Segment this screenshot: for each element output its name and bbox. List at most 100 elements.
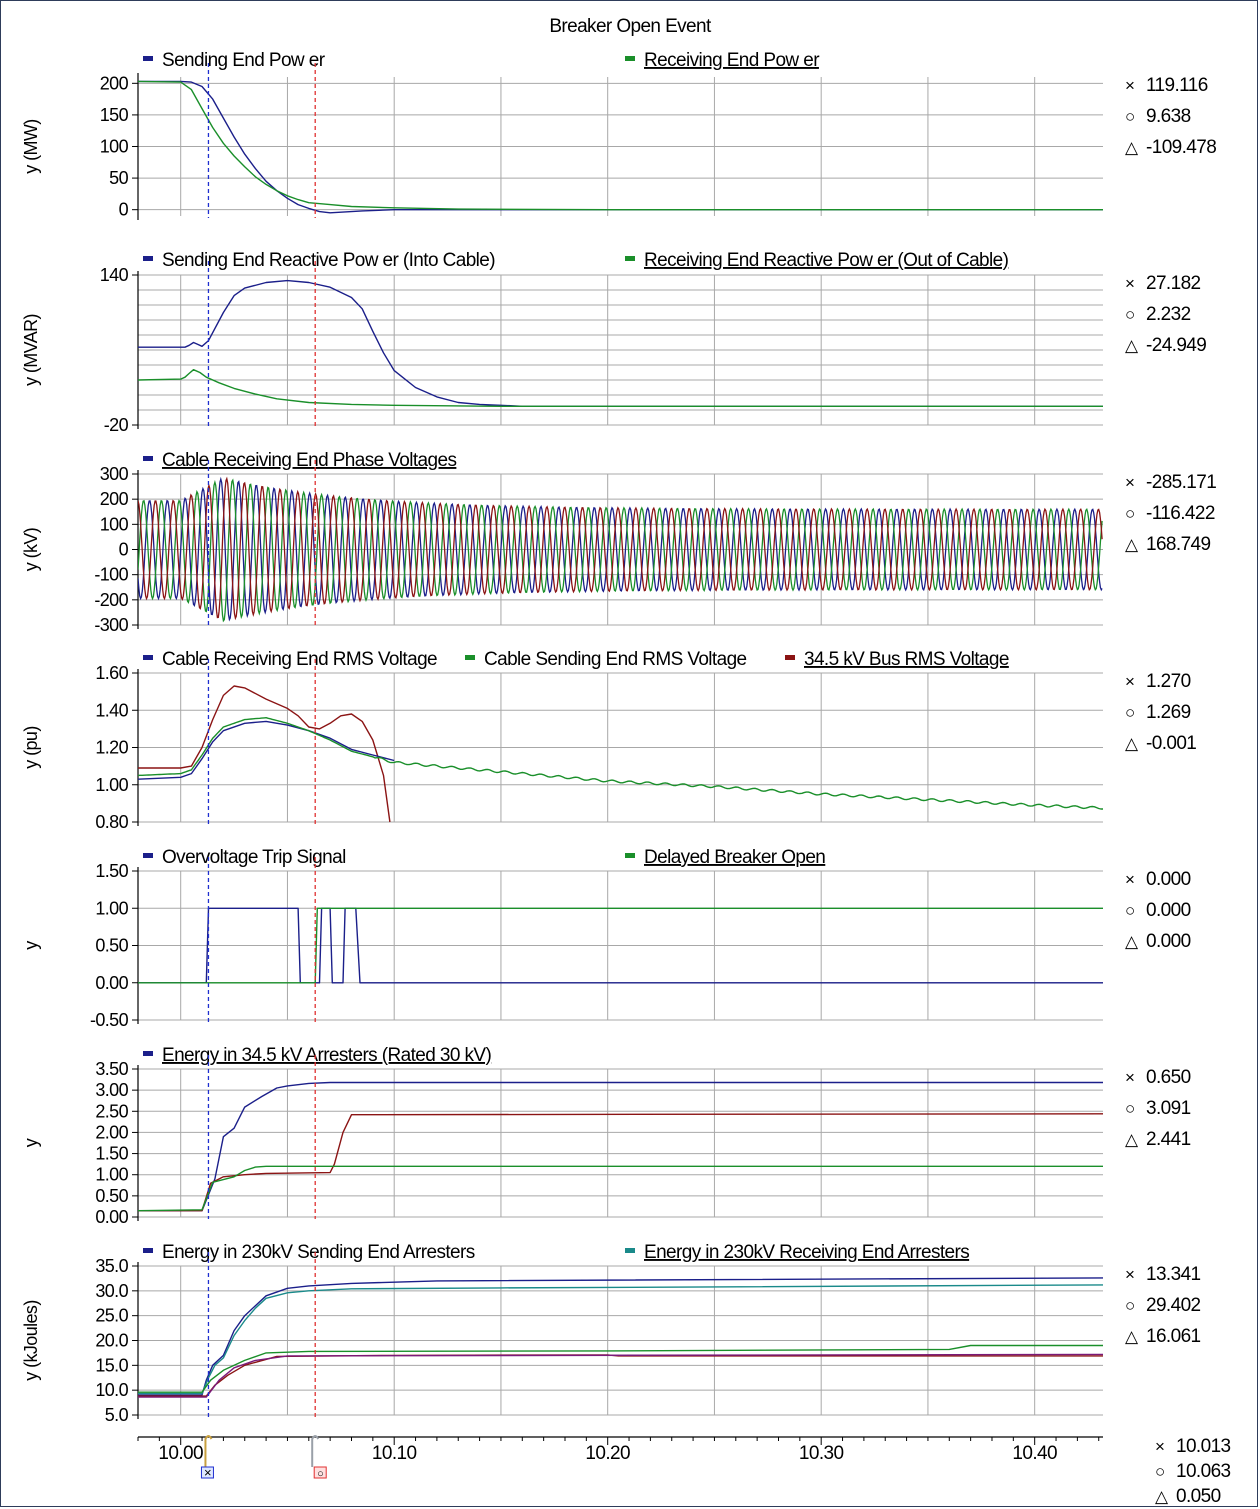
series-line bbox=[138, 1165, 1103, 1212]
legend-swatch bbox=[625, 1248, 635, 1253]
cursor-o-icon: ○ bbox=[1125, 305, 1135, 324]
delta-icon: △ bbox=[1125, 1130, 1139, 1149]
readout-value: -0.001 bbox=[1146, 733, 1196, 754]
legend-label: Cable Sending End RMS Voltage bbox=[484, 649, 747, 670]
y-tick-label: -20 bbox=[104, 415, 129, 435]
y-axis-label: y (kV) bbox=[21, 528, 41, 571]
legend-swatch bbox=[143, 853, 153, 858]
cursor-x-icon: × bbox=[1125, 870, 1134, 889]
y-tick-label: 2.50 bbox=[95, 1101, 128, 1121]
cursor-o-handle-icon: ○ bbox=[317, 1468, 323, 1480]
readout-value: 2.232 bbox=[1146, 304, 1191, 325]
series-line bbox=[138, 1081, 1103, 1212]
y-tick-label: 25.0 bbox=[95, 1306, 128, 1326]
panel-6: 0.000.501.001.502.002.503.003.50 y Energy … bbox=[21, 1045, 1191, 1227]
y-tick-label: 200 bbox=[100, 73, 129, 93]
legend-label: Receiving End Reactive Pow er (Out of Ca… bbox=[644, 250, 1009, 271]
readout-value: -285.171 bbox=[1146, 472, 1216, 493]
series-line bbox=[138, 1353, 1103, 1398]
delta-icon: △ bbox=[1125, 138, 1139, 157]
readout-value: -24.949 bbox=[1146, 335, 1206, 356]
delta-icon: △ bbox=[1125, 734, 1139, 753]
legend-label: Cable Receiving End RMS Voltage bbox=[162, 649, 437, 670]
series-group bbox=[138, 279, 1103, 407]
y-tick-label: 3.00 bbox=[95, 1080, 128, 1100]
readout-value: 16.061 bbox=[1146, 1326, 1201, 1347]
cursor-o-icon: ○ bbox=[1125, 107, 1135, 126]
series-line bbox=[138, 1344, 1103, 1393]
readout-value: -116.422 bbox=[1146, 503, 1215, 524]
x-axis: 10.00 10.10 10.20 10.30 10.40 × ○ × 10.013 ○ 10.06… bbox=[137, 1435, 1231, 1507]
phase-voltage-line bbox=[138, 476, 1103, 621]
y-axis-label: y (pu) bbox=[21, 726, 41, 768]
readout-value: 168.749 bbox=[1146, 534, 1211, 555]
legend-label: Energy in 230kV Receiving End Arresters bbox=[644, 1242, 969, 1263]
panel-5: -0.50 0.00 0.50 1.00 1.50 y Overvoltage Trip S… bbox=[21, 847, 1191, 1030]
legend-swatch bbox=[625, 256, 635, 261]
x-tick-label: 10.10 bbox=[372, 1443, 417, 1464]
y-axis-label: y bbox=[21, 1138, 41, 1147]
readout-value: 27.182 bbox=[1146, 273, 1201, 294]
legend-swatch bbox=[143, 1248, 153, 1253]
y-tick-label: -300 bbox=[94, 615, 128, 635]
y-tick-label: 1.20 bbox=[95, 738, 128, 758]
y-tick-label: 30.0 bbox=[95, 1281, 128, 1301]
cursor-o-icon: ○ bbox=[1125, 504, 1135, 523]
cursor-o-icon: ○ bbox=[1125, 1296, 1135, 1315]
cursor-x-icon: × bbox=[1125, 1265, 1134, 1284]
delta-icon: △ bbox=[1125, 535, 1139, 554]
legend-swatch bbox=[143, 256, 153, 261]
cursor-x-icon: × bbox=[1125, 672, 1134, 691]
y-tick-label: 1.00 bbox=[95, 775, 128, 795]
legend-label: Overvoltage Trip Signal bbox=[162, 847, 346, 868]
y-tick-label: 0.00 bbox=[95, 973, 128, 993]
panel-7: 5.0 10.0 15.0 20.0 25.0 30.0 35.0 y (kJoules) En… bbox=[21, 1242, 1201, 1425]
y-tick-label: 3.50 bbox=[95, 1059, 128, 1079]
legend-swatch bbox=[625, 56, 635, 61]
readout-value: 13.341 bbox=[1146, 1264, 1201, 1285]
delta-icon: △ bbox=[1125, 932, 1139, 951]
cursor-o-icon: ○ bbox=[1125, 901, 1135, 920]
series-line bbox=[138, 1113, 1103, 1212]
delta-icon: △ bbox=[1125, 1327, 1139, 1346]
y-tick-label: -200 bbox=[94, 590, 128, 610]
cursor-x-handle bbox=[204, 1435, 213, 1467]
cursor-x-handle-box bbox=[200, 1466, 214, 1479]
cursor-o-icon: ○ bbox=[1155, 1462, 1165, 1481]
readout-value: -109.478 bbox=[1146, 137, 1216, 158]
legend-label: Delayed Breaker Open bbox=[644, 847, 825, 868]
series-line bbox=[138, 685, 391, 823]
series-line bbox=[138, 80, 1103, 211]
y-tick-label: 50 bbox=[109, 168, 128, 188]
y-tick-label: 15.0 bbox=[95, 1355, 128, 1375]
x-tick-label: 10.30 bbox=[799, 1443, 844, 1464]
y-tick-label: 100 bbox=[100, 514, 129, 534]
legend-swatch bbox=[143, 1051, 153, 1056]
legend-swatch bbox=[143, 456, 153, 461]
series-line bbox=[138, 907, 1103, 984]
y-tick-label: 0 bbox=[119, 200, 129, 220]
legend-swatch bbox=[143, 655, 153, 660]
readout-value: 0.000 bbox=[1146, 931, 1191, 952]
y-tick-label: 300 bbox=[100, 464, 129, 484]
readout-value: 0.000 bbox=[1146, 869, 1191, 890]
series-group bbox=[138, 80, 1103, 214]
y-tick-label: 0 bbox=[119, 540, 129, 560]
cursor-x-handle-icon: × bbox=[204, 1465, 211, 1480]
legend-label: Cable Receiving End Phase Voltages bbox=[162, 450, 456, 471]
cursor-x-icon: × bbox=[1125, 1068, 1134, 1087]
y-tick-label: 1.50 bbox=[95, 1144, 128, 1164]
y-tick-label: 1.40 bbox=[95, 700, 128, 720]
x-tick-label: 10.40 bbox=[1012, 1443, 1057, 1464]
panel-1: 0 50 100 150 200 y (MW) Sending End Pow er Rece… bbox=[21, 50, 1217, 220]
legend-swatch bbox=[785, 655, 795, 660]
panel-4: 0.80 1.00 1.20 1.40 1.60 y (pu) Cable Receivin… bbox=[21, 649, 1197, 832]
legend-label: 34.5 kV Bus RMS Voltage bbox=[804, 649, 1009, 670]
readout-value: 0.000 bbox=[1146, 900, 1191, 921]
cursor-readout-value: 10.063 bbox=[1176, 1461, 1231, 1482]
y-tick-label: 20.0 bbox=[95, 1331, 128, 1351]
y-tick-label: 1.00 bbox=[95, 898, 128, 918]
readout-value: 2.441 bbox=[1146, 1129, 1191, 1150]
